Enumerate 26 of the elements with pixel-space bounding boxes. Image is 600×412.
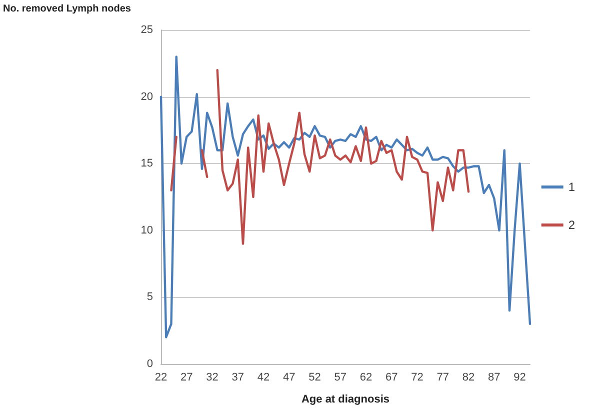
y-tick-label: 20: [140, 90, 153, 103]
x-tick-label: 42: [257, 372, 270, 384]
x-tick-label: 72: [411, 372, 424, 384]
x-tick-label: 52: [308, 372, 321, 384]
x-tick-label: 57: [334, 372, 346, 384]
legend-label: 1: [568, 180, 576, 194]
x-tick-label: 67: [385, 372, 398, 384]
x-tick-label: 62: [360, 372, 372, 384]
x-tick-label: 82: [462, 372, 475, 384]
x-tick-label: 47: [282, 372, 296, 384]
legend-label: 2: [568, 218, 576, 232]
line-series: [160, 56, 532, 338]
x-axis-title: Age at diagnosis: [301, 394, 390, 406]
y-tick-label: 10: [140, 224, 153, 236]
y-tick-label: 15: [140, 158, 153, 170]
y-tick-label: 25: [140, 24, 153, 36]
x-tick-label: 77: [436, 372, 449, 384]
y-tick-label: 5: [146, 291, 153, 304]
x-tick-label: 92: [514, 372, 526, 384]
x-tick-label: 22: [154, 372, 168, 384]
x-tick-label: 37: [232, 372, 244, 384]
x-tick-label: 32: [206, 372, 218, 384]
x-tick-label: 87: [488, 372, 500, 384]
y-tick-label: 0: [146, 358, 153, 370]
x-tick-label: 27: [180, 372, 193, 384]
y-axis-title: No. removed Lymph nodes: [3, 4, 132, 15]
